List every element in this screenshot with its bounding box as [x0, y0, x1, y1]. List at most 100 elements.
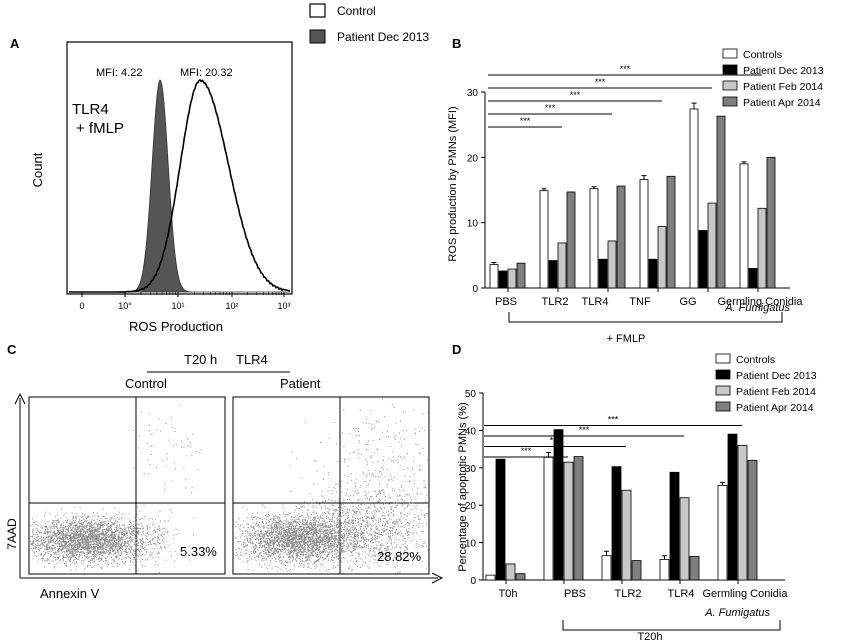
y-tick-label: 0	[472, 284, 478, 295]
error-bar-germling-conidia	[741, 161, 747, 164]
bar-tlr2-patient-feb-2014	[621, 489, 632, 581]
histogram-x-ticks: 0 10° 10¹ 10² 10³	[79, 292, 291, 311]
panel-b-category-labels: PBS TLR2 TLR4 TNF GG Germling Conidia	[495, 296, 803, 308]
legend-swatch-patient-apr-2014	[715, 401, 731, 412]
category-label-gg: GG	[679, 296, 696, 308]
legend-swatch-patient-feb-2014	[722, 80, 738, 91]
scatter-control-frame	[28, 396, 226, 575]
bar-germling-conidia-patient-apr-2014	[766, 156, 776, 289]
bar-tnf-patient-dec-2013	[648, 258, 658, 289]
panel-d-y-axis-label: Percentage of apoptotic PMNs (%)	[457, 402, 469, 571]
bar-gg-patient-dec-2013	[698, 230, 708, 289]
significance-label-germling-conidia: ***	[608, 415, 619, 425]
legend-label-patient-dec-2013: Patient Dec 2013	[736, 370, 817, 382]
significance-label-tlr4: ***	[579, 425, 590, 435]
category-label-t0h: T0h	[499, 588, 518, 600]
bar-germling-conidia-controls	[739, 163, 749, 289]
category-label-germling-conidia: Germling Conidia	[718, 296, 804, 308]
panel-d-group-label: T20h	[637, 631, 662, 643]
category-label-germling-conidia: Germling Conidia	[703, 588, 789, 600]
category-label-tlr2: TLR2	[615, 588, 642, 600]
significance-label-tnf: ***	[570, 90, 581, 100]
bar-tlr2-patient-apr-2014	[566, 191, 576, 289]
panel-c-label-control: Control	[125, 376, 167, 391]
panel-b-legend: Controls Patient Dec 2013 Patient Feb 2014…	[722, 48, 824, 109]
bar-tlr4-controls	[659, 559, 670, 581]
bar-tlr4-patient-apr-2014	[689, 556, 700, 581]
panel-d-category-sublabel: A. Fumigatus	[704, 607, 770, 619]
error-bar-gg	[691, 102, 697, 109]
legend-swatch-patient-apr-2014	[722, 96, 738, 107]
bar-t0h-patient-apr-2014	[515, 573, 526, 581]
legend-label-patient-dec-2013: Patient Dec 2013	[743, 65, 824, 77]
panel-b-significance-bars: *** *** *** *** ***	[488, 64, 762, 128]
panel-label-b: B	[452, 36, 461, 51]
legend-label-controls: Controls	[736, 354, 775, 366]
category-label-pbs: PBS	[564, 588, 586, 600]
bar-tlr4-patient-dec-2013	[598, 258, 608, 289]
significance-label-germling-conidia: ***	[620, 64, 631, 74]
panel-b-bar-chart: Controls Patient Dec 2013 Patient Feb 2014…	[447, 48, 824, 345]
bar-germling-conidia-patient-dec-2013	[727, 433, 738, 581]
scatter-dot-cloud	[30, 506, 176, 572]
panel-c-title-stimulus: TLR4	[236, 352, 268, 367]
panel-d-group-bracket	[562, 620, 781, 631]
scatter-dot-cloud	[132, 404, 202, 494]
category-label-tlr4: TLR4	[668, 588, 695, 600]
y-tick-label: 10	[465, 539, 477, 550]
scatter-patient-frame	[232, 396, 430, 575]
category-label-tlr4: TLR4	[582, 296, 609, 308]
legend-label-controls: Controls	[743, 49, 782, 61]
x-tick-label: 10°	[118, 301, 132, 311]
bar-pbs-controls	[543, 456, 554, 581]
panel-c-title-time: T20 h	[184, 352, 217, 367]
legend-swatch-patient-feb-2014	[715, 385, 731, 396]
legend-swatch-controls	[722, 48, 738, 59]
panel-d-bar-chart: Controls Patient Dec 2013 Patient Feb 2014…	[457, 353, 817, 643]
legend-swatch-patient	[309, 29, 326, 44]
legend-label-control: Control	[337, 4, 376, 18]
y-tick-label: 50	[465, 389, 477, 400]
significance-label-gg: ***	[595, 77, 606, 87]
panel-d-legend: Controls Patient Dec 2013 Patient Feb 2014…	[715, 353, 817, 414]
bar-tnf-patient-apr-2014	[666, 175, 676, 289]
bar-tlr2-patient-dec-2013	[548, 260, 558, 289]
error-bar-pbs	[546, 451, 551, 458]
bar-pbs-patient-apr-2014	[573, 456, 584, 581]
panel-d-bars	[485, 429, 758, 581]
x-tick-label: 10³	[277, 301, 290, 311]
error-bar-tlr4	[591, 186, 597, 189]
bar-tlr2-patient-dec-2013	[611, 466, 622, 581]
panel-label-d: D	[452, 342, 461, 357]
panel-d-category-labels: T0h PBS TLR2 TLR4 Germling Conidia	[499, 588, 789, 600]
y-tick-label: 10	[467, 219, 479, 230]
mfi-annotation-patient: MFI: 4.22	[96, 67, 142, 79]
scatter-y-axis-label: 7AAD	[5, 518, 19, 550]
legend-label-patient-feb-2014: Patient Feb 2014	[736, 386, 816, 398]
panel-d-significance-bars: ************	[484, 415, 742, 458]
histogram-condition-line2: + fMLP	[76, 120, 124, 137]
histogram-y-axis-label: Count	[30, 152, 45, 187]
bar-t0h-patient-feb-2014	[505, 563, 516, 581]
bar-pbs-controls	[489, 264, 499, 289]
histogram-frame	[66, 41, 293, 295]
panel-b-group-label: + FMLP	[607, 333, 646, 345]
y-tick-label: 0	[470, 576, 476, 587]
histogram-condition-line1: TLR4	[72, 101, 109, 118]
bar-pbs-patient-dec-2013	[553, 429, 564, 581]
scatter-patient-dots	[235, 398, 429, 574]
bar-t0h-controls	[485, 574, 496, 581]
legend-label-patient-apr-2014: Patient Apr 2014	[743, 97, 821, 109]
y-tick-label: 30	[467, 88, 479, 99]
bar-tlr2-patient-apr-2014	[631, 560, 642, 581]
bar-pbs-patient-apr-2014	[516, 262, 526, 289]
bar-tlr4-patient-feb-2014	[679, 497, 690, 581]
bar-pbs-patient-feb-2014	[563, 461, 574, 581]
panel-c-label-patient: Patient	[280, 376, 321, 391]
panel-b-axes: 0 10 20 30	[467, 88, 790, 295]
panel-b-bars	[489, 102, 776, 289]
bar-germling-conidia-patient-feb-2014	[757, 207, 767, 289]
panel-label-c: C	[7, 342, 17, 357]
bar-t0h-patient-dec-2013	[495, 458, 506, 581]
